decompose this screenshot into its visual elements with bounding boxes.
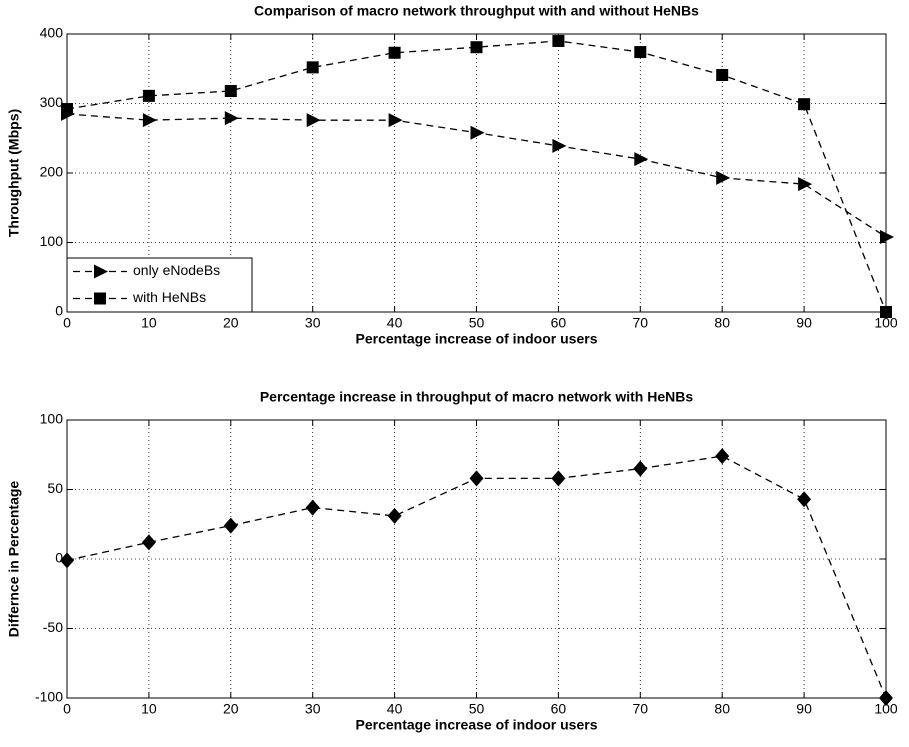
series-line bbox=[66, 40, 887, 313]
y-tick-label: 0 bbox=[55, 550, 63, 566]
x-tick-label: 100 bbox=[874, 315, 898, 331]
x-tick-label: 90 bbox=[796, 701, 812, 717]
y-tick-label: 200 bbox=[40, 164, 64, 180]
marker bbox=[388, 113, 403, 128]
chart-title: Comparison of macro network throughput w… bbox=[254, 3, 699, 19]
y-tick-label: 100 bbox=[40, 411, 64, 427]
marker bbox=[552, 34, 565, 47]
x-tick-label: 100 bbox=[874, 701, 898, 717]
marker bbox=[94, 264, 108, 279]
marker bbox=[60, 552, 74, 569]
x-tick-label: 40 bbox=[387, 315, 403, 331]
marker bbox=[305, 499, 320, 516]
marker bbox=[224, 84, 237, 97]
marker bbox=[61, 103, 73, 116]
marker bbox=[633, 460, 648, 477]
y-tick-label: 300 bbox=[40, 94, 64, 110]
x-tick-label: 40 bbox=[387, 701, 403, 717]
legend-label: with HeNBs bbox=[132, 289, 206, 305]
marker bbox=[716, 69, 729, 82]
x-tick-label: 0 bbox=[63, 315, 71, 331]
marker bbox=[94, 292, 106, 305]
marker bbox=[797, 491, 812, 508]
x-tick-label: 10 bbox=[141, 701, 157, 717]
x-tick-label: 50 bbox=[469, 315, 485, 331]
marker bbox=[142, 89, 155, 102]
x-tick-label: 30 bbox=[305, 315, 321, 331]
y-tick-label: -100 bbox=[35, 689, 63, 705]
marker bbox=[223, 517, 238, 534]
marker bbox=[715, 448, 730, 465]
x-tick-label: 80 bbox=[714, 315, 730, 331]
chart-title: Percentage increase in throughput of mac… bbox=[260, 389, 694, 405]
plot-frame bbox=[66, 33, 887, 313]
x-tick-label: 70 bbox=[633, 315, 649, 331]
x-tick-label: 60 bbox=[551, 701, 567, 717]
marker bbox=[387, 507, 402, 524]
x-tick-label: 80 bbox=[714, 701, 730, 717]
marker bbox=[142, 113, 157, 128]
marker bbox=[634, 152, 649, 167]
x-tick-label: 50 bbox=[469, 701, 485, 717]
marker bbox=[224, 111, 239, 126]
x-tick-label: 0 bbox=[63, 701, 71, 717]
y-axis-label: Throughput (Mbps) bbox=[6, 109, 22, 237]
marker bbox=[306, 61, 319, 74]
x-tick-label: 60 bbox=[551, 315, 567, 331]
marker bbox=[880, 229, 894, 244]
x-tick-label: 20 bbox=[223, 701, 239, 717]
y-tick-label: 50 bbox=[47, 480, 63, 496]
marker bbox=[470, 41, 483, 54]
marker bbox=[634, 46, 647, 59]
y-tick-label: 400 bbox=[40, 25, 64, 41]
x-tick-label: 70 bbox=[633, 701, 649, 717]
x-axis-label: Percentage increase of indoor users bbox=[356, 717, 598, 733]
marker bbox=[388, 46, 401, 59]
marker bbox=[469, 470, 484, 487]
x-tick-label: 30 bbox=[305, 701, 321, 717]
marker bbox=[879, 690, 893, 706]
x-tick-label: 10 bbox=[141, 315, 157, 331]
marker bbox=[552, 138, 567, 153]
x-tick-label: 90 bbox=[796, 315, 812, 331]
marker bbox=[716, 170, 731, 185]
y-tick-label: -50 bbox=[43, 619, 63, 635]
y-tick-label: 100 bbox=[40, 233, 64, 249]
legend-label: only eNodeBs bbox=[133, 262, 220, 278]
marker bbox=[306, 113, 321, 128]
marker bbox=[798, 98, 811, 111]
marker bbox=[880, 306, 892, 318]
marker bbox=[551, 470, 566, 487]
marker bbox=[798, 177, 813, 192]
x-tick-label: 20 bbox=[223, 315, 239, 331]
x-axis-label: Percentage increase of indoor users bbox=[356, 331, 598, 347]
marker bbox=[470, 125, 485, 140]
y-tick-label: 0 bbox=[55, 303, 63, 319]
marker bbox=[141, 534, 156, 551]
y-axis-label: Differnce in Percentage bbox=[6, 481, 22, 638]
